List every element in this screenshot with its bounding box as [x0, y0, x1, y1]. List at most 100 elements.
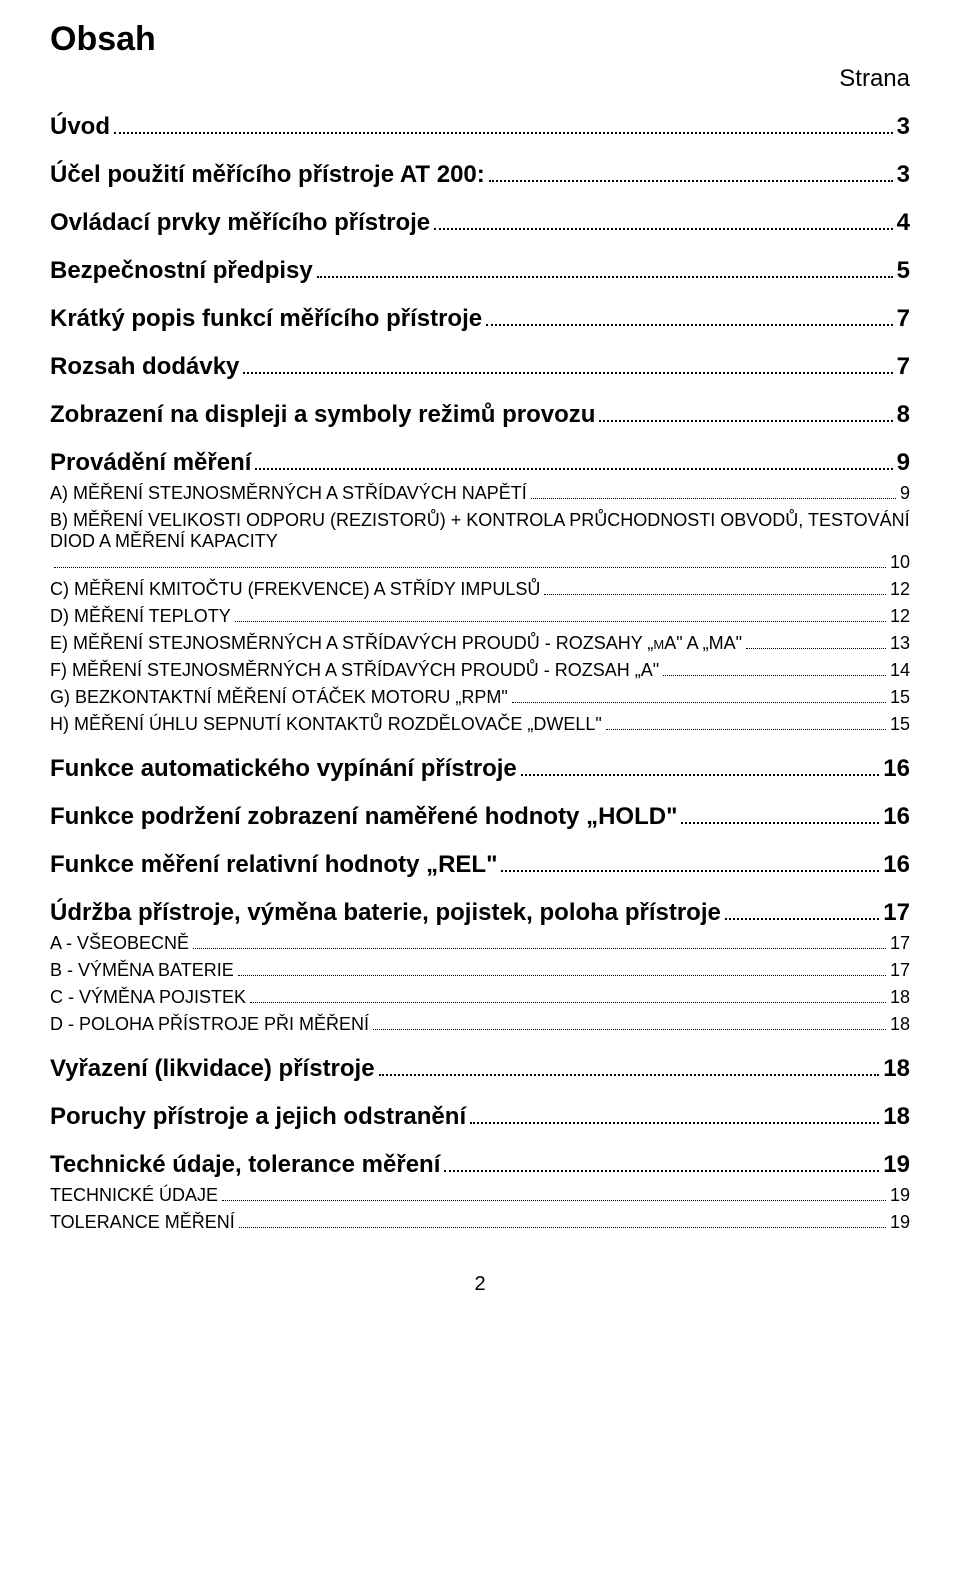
toc-leader-dots [239, 1227, 886, 1228]
toc-entry-label: Rozsah dodávky [50, 353, 239, 381]
toc-entry: B) MĚŘENÍ VELIKOSTI ODPORU (REZISTORŮ) +… [50, 510, 910, 573]
toc-leader-dots [250, 1002, 886, 1003]
toc-entry-label: Provádění měření [50, 449, 251, 477]
toc-entry: Zobrazení na displeji a symboly režimů p… [50, 401, 910, 429]
page-title: Obsah [50, 20, 910, 59]
toc-entry-page: 7 [897, 353, 910, 381]
toc-entry-page: 16 [883, 803, 910, 831]
toc-leader-dots [606, 729, 886, 730]
toc-entry-label: E) MĚŘENÍ STEJNOSMĚRNÝCH A STŘÍDAVÝCH PR… [50, 633, 742, 654]
toc-entry-page: 17 [883, 899, 910, 927]
toc-entry-page: 3 [897, 161, 910, 189]
toc-entry-label: Funkce měření relativní hodnoty „REL" [50, 851, 497, 879]
toc-leader-dots [255, 468, 892, 470]
toc-entry-page: 18 [890, 1014, 910, 1035]
toc-entry: Technické údaje, tolerance měření19 [50, 1151, 910, 1179]
toc-entry-label: D) MĚŘENÍ TEPLOTY [50, 606, 231, 627]
toc-entry-label: Funkce automatického vypínání přístroje [50, 755, 517, 783]
toc-leader-dots [373, 1029, 886, 1030]
toc-entry-label: Krátký popis funkcí měřícího přístroje [50, 305, 482, 333]
toc-entry-label: Poruchy přístroje a jejich odstranění [50, 1103, 466, 1131]
toc-leader-dots [470, 1122, 879, 1124]
toc-leader-dots [544, 594, 886, 595]
toc-leader-dots [238, 975, 886, 976]
toc-entry-label: C - VÝMĚNA POJISTEK [50, 987, 246, 1008]
toc-leader-dots [681, 822, 879, 824]
document-page: Obsah Strana Úvod3 Účel použití měřícího … [0, 0, 960, 1336]
toc-entry: G) BEZKONTAKTNÍ MĚŘENÍ OTÁČEK MOTORU „RP… [50, 687, 910, 708]
toc-entry-label: F) MĚŘENÍ STEJNOSMĚRNÝCH A STŘÍDAVÝCH PR… [50, 660, 659, 681]
toc-entry-label: Účel použití měřícího přístroje AT 200: [50, 161, 485, 189]
toc-leader-dots [317, 276, 893, 278]
toc-entry-label: G) BEZKONTAKTNÍ MĚŘENÍ OTÁČEK MOTORU „RP… [50, 687, 508, 708]
toc-entry-page: 13 [890, 633, 910, 654]
toc-entry-page: 18 [890, 987, 910, 1008]
toc-entry: H) MĚŘENÍ ÚHLU SEPNUTÍ KONTAKTŮ ROZDĚLOV… [50, 714, 910, 735]
toc-leader-dots [521, 774, 880, 776]
toc-entry: B - VÝMĚNA BATERIE17 [50, 960, 910, 981]
toc-entry: Ovládací prvky měřícího přístroje 4 [50, 209, 910, 237]
toc-leader-dots [235, 621, 886, 622]
toc-entry: C) MĚŘENÍ KMITOČTU (FREKVENCE) A STŘÍDY … [50, 579, 910, 600]
toc-entry-page: 19 [890, 1185, 910, 1206]
toc-entry: TOLERANCE MĚŘENÍ19 [50, 1212, 910, 1233]
toc-entry: TECHNICKÉ ÚDAJE 19 [50, 1185, 910, 1206]
toc-entry: Účel použití měřícího přístroje AT 200: 3 [50, 161, 910, 189]
toc-entry-label: A) MĚŘENÍ STEJNOSMĚRNÝCH A STŘÍDAVÝCH NA… [50, 483, 527, 504]
toc-entry-page: 18 [883, 1103, 910, 1131]
footer-page-number: 2 [50, 1273, 910, 1296]
toc-entry-page: 9 [897, 449, 910, 477]
toc-entry: A - VŠEOBECNĚ17 [50, 933, 910, 954]
toc-entry-page: 15 [890, 714, 910, 735]
toc-entry-page: 10 [890, 552, 910, 573]
toc-leader-dots [512, 702, 886, 703]
toc-leader-dots [379, 1074, 880, 1076]
toc-entry-label: Vyřazení (likvidace) přístroje [50, 1055, 375, 1083]
toc-entry-label: TECHNICKÉ ÚDAJE [50, 1185, 218, 1206]
toc-entry-page: 12 [890, 579, 910, 600]
toc-leader-dots [531, 498, 896, 499]
table-of-contents: Úvod3 Účel použití měřícího přístroje AT … [50, 113, 910, 1233]
toc-entry: Údržba přístroje, výměna baterie, pojist… [50, 899, 910, 927]
toc-entry-label: Bezpečnostní předpisy [50, 257, 313, 285]
toc-leader-dots [725, 918, 879, 920]
toc-entry-page: 15 [890, 687, 910, 708]
toc-entry-page: 5 [897, 257, 910, 285]
toc-entry-label: Ovládací prvky měřícího přístroje [50, 209, 430, 237]
toc-leader-dots [243, 372, 892, 374]
toc-entry-label: Zobrazení na displeji a symboly režimů p… [50, 401, 595, 429]
toc-leader-dots [193, 948, 886, 949]
toc-entry: C - VÝMĚNA POJISTEK 18 [50, 987, 910, 1008]
toc-entry-label: C) MĚŘENÍ KMITOČTU (FREKVENCE) A STŘÍDY … [50, 579, 540, 600]
toc-entry-page: 3 [897, 113, 910, 141]
toc-entry-label: A - VŠEOBECNĚ [50, 933, 189, 954]
toc-entry-label: H) MĚŘENÍ ÚHLU SEPNUTÍ KONTAKTŮ ROZDĚLOV… [50, 714, 602, 735]
toc-leader-dots [599, 420, 892, 422]
toc-entry-page: 9 [900, 483, 910, 504]
toc-entry-label: Funkce podržení zobrazení naměřené hodno… [50, 803, 677, 831]
toc-leader-dots [444, 1170, 879, 1172]
toc-entry-page: 16 [883, 851, 910, 879]
toc-entry: Vyřazení (likvidace) přístroje18 [50, 1055, 910, 1083]
toc-entry-page: 19 [890, 1212, 910, 1233]
toc-entry: Poruchy přístroje a jejich odstranění 18 [50, 1103, 910, 1131]
toc-leader-dots [746, 648, 886, 649]
toc-entry: Funkce podržení zobrazení naměřené hodno… [50, 803, 910, 831]
toc-entry-page: 4 [897, 209, 910, 237]
toc-entry: Bezpečnostní předpisy 5 [50, 257, 910, 285]
page-column-header: Strana [50, 65, 910, 93]
toc-leader-dots [222, 1200, 886, 1201]
toc-entry: D) MĚŘENÍ TEPLOTY 12 [50, 606, 910, 627]
toc-entry: D - POLOHA PŘÍSTROJE PŘI MĚŘENÍ 18 [50, 1014, 910, 1035]
toc-entry-label: D - POLOHA PŘÍSTROJE PŘI MĚŘENÍ [50, 1014, 369, 1035]
toc-entry: Funkce měření relativní hodnoty „REL" 16 [50, 851, 910, 879]
toc-entry-page: 12 [890, 606, 910, 627]
toc-entry: Úvod3 [50, 113, 910, 141]
toc-leader-dots [501, 870, 879, 872]
toc-leader-dots [663, 675, 886, 676]
toc-leader-dots [114, 132, 893, 134]
toc-entry: Krátký popis funkcí měřícího přístroje7 [50, 305, 910, 333]
toc-entry: Provádění měření 9 [50, 449, 910, 477]
toc-entry-page: 19 [883, 1151, 910, 1179]
toc-entry-page: 16 [883, 755, 910, 783]
